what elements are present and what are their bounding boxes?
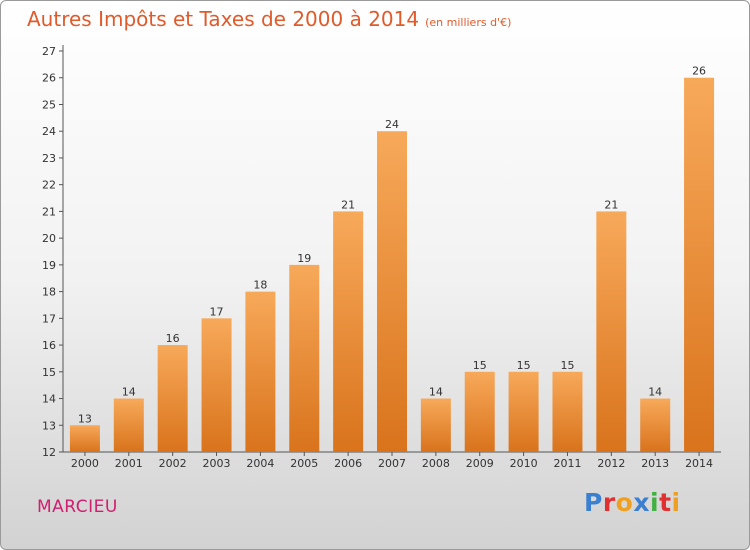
data-label: 14 [648, 386, 662, 399]
bar [552, 371, 583, 452]
bar [245, 291, 276, 452]
data-label: 15 [517, 359, 531, 372]
x-tick-label: 2009 [466, 457, 494, 470]
y-tick-label: 22 [42, 179, 56, 192]
proxiti-logo: Proxiti [584, 488, 681, 517]
data-label: 17 [210, 305, 224, 318]
bar [508, 371, 539, 452]
bar [157, 345, 188, 452]
bar [113, 398, 144, 452]
x-tick-label: 2004 [246, 457, 274, 470]
y-tick-label: 17 [42, 312, 56, 325]
data-label: 13 [78, 412, 92, 425]
bar [201, 318, 232, 452]
y-tick-label: 24 [42, 125, 56, 138]
y-tick-label: 16 [42, 339, 56, 352]
unit-note: (en milliers d'€) [425, 16, 512, 29]
bar [333, 211, 364, 452]
data-label: 15 [560, 359, 574, 372]
axes: 12 13 14 15 16 17 18 19 20 21 22 23 24 25 26 27 2000 2001… [42, 45, 721, 470]
bar [684, 77, 715, 452]
data-label: 14 [429, 386, 443, 399]
data-label: 14 [122, 386, 136, 399]
x-tick-label: 2007 [378, 457, 406, 470]
bar [69, 425, 100, 452]
data-label: 18 [253, 279, 267, 292]
x-tick-label: 2000 [71, 457, 99, 470]
y-tick-label: 20 [42, 232, 56, 245]
y-tick-label: 18 [42, 286, 56, 299]
x-tick-label: 2001 [115, 457, 143, 470]
data-label: 19 [297, 252, 311, 265]
x-tick-label: 2011 [553, 457, 581, 470]
bar [377, 131, 407, 452]
x-tick-label: 2006 [334, 457, 362, 470]
x-tick-label: 2012 [597, 457, 625, 470]
data-label: 21 [604, 198, 618, 211]
x-tick-label: 2014 [685, 457, 713, 470]
y-tick-label: 26 [42, 72, 56, 85]
bar [640, 398, 671, 452]
bar [464, 371, 495, 452]
y-tick-label: 14 [42, 393, 56, 406]
y-tick-label: 12 [42, 446, 56, 459]
bar [420, 398, 451, 452]
x-tick-label: 2002 [159, 457, 187, 470]
y-tick-label: 23 [42, 152, 56, 165]
data-label: 24 [385, 118, 399, 131]
chart-title: Autres Impôts et Taxes de 2000 à 2014 (en… [27, 7, 511, 31]
y-tick-label: 21 [42, 205, 56, 218]
x-tick-label: 2003 [203, 457, 231, 470]
y-tick-label: 13 [42, 419, 56, 432]
x-tick-label: 2008 [422, 457, 450, 470]
y-tick-label: 25 [42, 98, 56, 111]
bar [596, 211, 627, 452]
bars: 13 14 16 17 18 19 21 24 14 15 15 15 21 14 26 [69, 65, 715, 452]
data-label: 16 [166, 332, 180, 345]
chart-title-text: Autres Impôts et Taxes de 2000 à 2014 [27, 7, 420, 31]
x-tick-label: 2005 [290, 457, 318, 470]
data-label: 15 [473, 359, 487, 372]
data-label: 21 [341, 198, 355, 211]
x-tick-label: 2013 [641, 457, 669, 470]
y-tick-label: 27 [42, 45, 56, 58]
y-tick-label: 15 [42, 366, 56, 379]
y-tick-label: 19 [42, 259, 56, 272]
x-tick-label: 2010 [510, 457, 538, 470]
bar [289, 264, 320, 452]
data-label: 26 [692, 65, 706, 78]
town-name: MARCIEU [37, 497, 118, 517]
